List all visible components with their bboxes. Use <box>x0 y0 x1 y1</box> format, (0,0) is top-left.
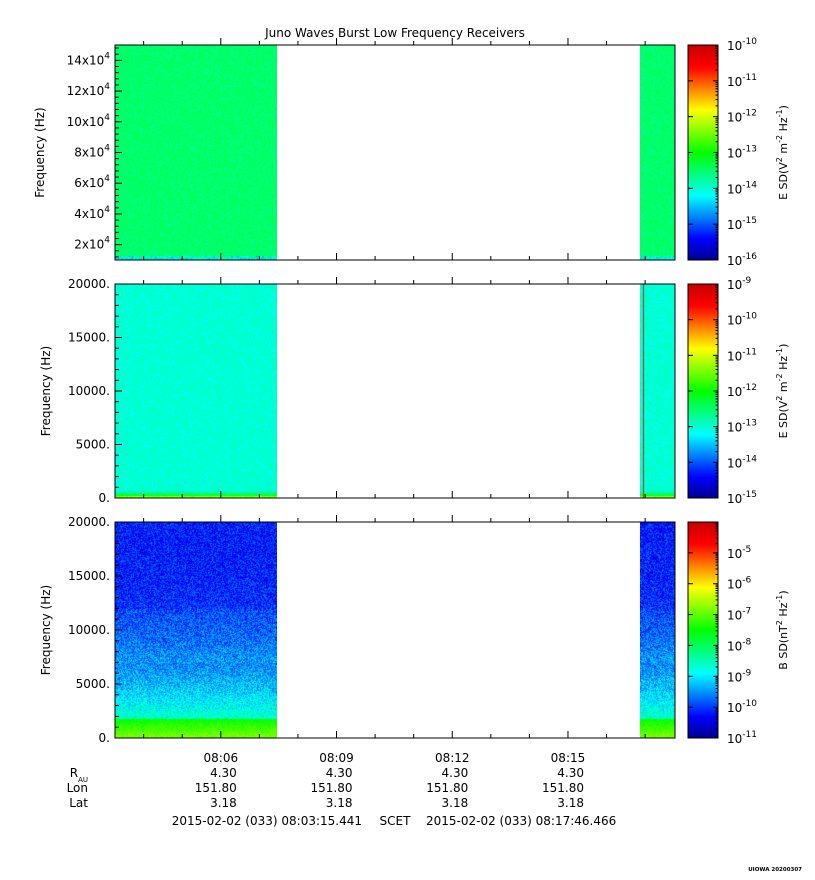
x-tick-label: 08:12 <box>435 751 470 765</box>
spectrogram-block <box>639 284 675 498</box>
spectrogram-block <box>115 45 277 260</box>
spectrogram-panels: 2x104 4x104 6x104 8x104 10x104 12x104 14x104 Fr… <box>33 37 790 746</box>
ephemeris-value: 3.18 <box>326 796 353 810</box>
colorbar-tick-label: 10-13 <box>727 419 757 435</box>
colorbar-tick-label: 10-13 <box>727 145 757 161</box>
version-stamp: UIOWA 20200307 <box>748 867 802 873</box>
y-tick-label: 5000. <box>76 677 110 691</box>
ephemeris-value: 4.30 <box>442 766 469 780</box>
colorbar-tick-label: 10-12 <box>727 383 757 399</box>
footer-start-time: 2015-02-02 (033) 08:03:15.441 <box>172 814 362 828</box>
colorbar-tick-label: 10-15 <box>727 216 757 232</box>
y-tick-label: 0. <box>99 491 110 505</box>
ephemeris-value: 3.18 <box>210 796 237 810</box>
colorbar-tick-label: 10-10 <box>727 312 757 328</box>
colorbar-tick-label: 10-8 <box>727 637 752 653</box>
colorbar-tick-label: 10-11 <box>727 73 757 89</box>
y-tick-label: 8x104 <box>74 144 110 160</box>
colorbar-tick-label: 10-12 <box>727 109 757 125</box>
colorbar-label: E SD(V2 m-2 Hz-1) <box>775 105 790 200</box>
colorbar-label: E SD(V2 m-2 Hz-1) <box>775 344 790 439</box>
spectrogram-panel-3: 0. 5000. 10000. 15000. 20000. Frequency (Hz) 1… <box>39 515 790 746</box>
y-tick-label: 12x104 <box>67 82 111 98</box>
spectrogram-block <box>115 284 277 498</box>
colorbar-tick-label: 10-6 <box>727 576 752 592</box>
colorbar <box>688 522 718 738</box>
colorbar-tick-label: 10-14 <box>727 180 757 196</box>
colorbar-tick-label: 10-10 <box>727 699 757 715</box>
ephemeris-row-label: Lat <box>69 796 88 810</box>
y-tick-label: 14x104 <box>67 51 111 67</box>
ephemeris-value: 4.30 <box>557 766 584 780</box>
spectrogram-block <box>639 45 675 260</box>
colorbar-tick-label: 10-5 <box>727 545 751 561</box>
y-tick-label: 15000. <box>68 569 110 583</box>
y-tick-label: 6x104 <box>74 174 110 190</box>
ephemeris-value: 151.80 <box>311 781 353 795</box>
spectrogram-panel-1: 2x104 4x104 6x104 8x104 10x104 12x104 14x104 Fr… <box>33 37 790 268</box>
colorbar-tick-label: 10-14 <box>727 454 757 470</box>
footer-scet-label: SCET <box>380 814 412 828</box>
ephemeris-row-label: RAU <box>70 766 88 784</box>
y-tick-label: 4x104 <box>74 205 110 221</box>
colorbar-tick-label: 10-10 <box>727 37 757 53</box>
y-tick-label: 10000. <box>68 623 110 637</box>
y-tick-label: 5000. <box>76 438 110 452</box>
y-tick-label: 0. <box>99 731 110 745</box>
colorbar-tick-label: 10-15 <box>727 490 757 506</box>
y-tick-label: 20000. <box>68 277 110 291</box>
ephemeris-value: 3.18 <box>442 796 469 810</box>
colorbar-tick-label: 10-11 <box>727 730 757 746</box>
y-tick-label: 20000. <box>68 515 110 529</box>
x-tick-label: 08:06 <box>204 751 239 765</box>
colorbar-tick-label: 10-9 <box>727 668 752 684</box>
y-tick-label: 15000. <box>68 331 110 345</box>
x-tick-label: 08:15 <box>551 751 586 765</box>
x-tick-label: 08:09 <box>319 751 354 765</box>
colorbar-frame <box>687 521 719 739</box>
ephemeris-value: 4.30 <box>210 766 237 780</box>
ephemeris-value: 151.80 <box>426 781 468 795</box>
y-tick-label: 10x104 <box>67 113 111 129</box>
y-axis-label: Frequency (Hz) <box>33 107 47 198</box>
colorbar-tick-label: 10-11 <box>727 347 757 363</box>
colorbar-tick-label: 10-9 <box>727 276 752 292</box>
ephemeris-row-label: Lon <box>67 781 88 795</box>
y-axis-label: Frequency (Hz) <box>39 346 53 437</box>
ephemeris-value: 4.30 <box>326 766 353 780</box>
colorbar-tick-label: 10-16 <box>727 252 757 268</box>
y-tick-label: 10000. <box>68 384 110 398</box>
colorbar-tick-label: 10-7 <box>727 607 751 623</box>
spectrogram-panel-2: 0. 5000. 10000. 15000. 20000. Frequency (Hz) 1… <box>39 276 790 506</box>
y-tick-label: 2x104 <box>74 236 110 252</box>
y-axis-label: Frequency (Hz) <box>39 585 53 676</box>
spectrogram-block <box>639 522 675 738</box>
spectrogram-block <box>115 522 277 738</box>
figure-title: Juno Waves Burst Low Frequency Receivers <box>264 26 525 40</box>
time-axis-annotations: 08:06 08:09 08:12 08:15 RAU 4.30 4.30 4.30 4.30 L… <box>67 751 586 810</box>
ephemeris-value: 151.80 <box>542 781 584 795</box>
colorbar-label: B SD(nT2 Hz-1) <box>775 590 790 669</box>
footer-end-time: 2015-02-02 (033) 08:17:46.466 <box>426 814 616 828</box>
ephemeris-value: 3.18 <box>557 796 584 810</box>
ephemeris-value: 151.80 <box>195 781 237 795</box>
